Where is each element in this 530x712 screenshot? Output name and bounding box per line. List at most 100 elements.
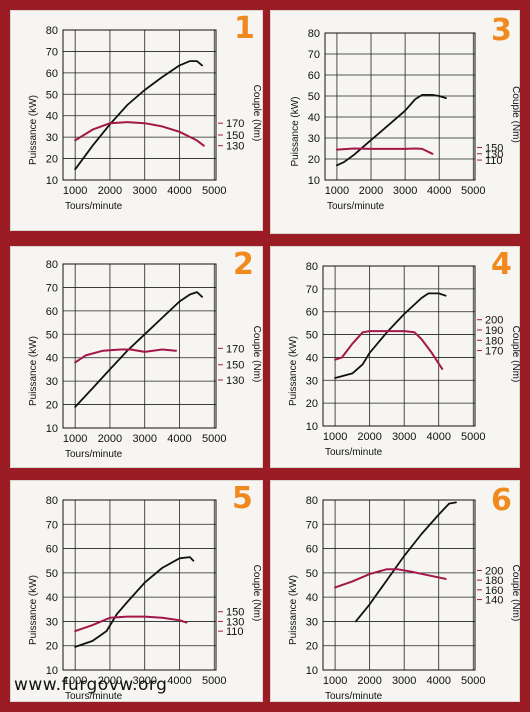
y-tick-label: 20	[308, 154, 320, 166]
y2-tick-label: 190	[485, 325, 503, 337]
x-tick-label: 4000	[167, 185, 191, 197]
y-tick-label: 50	[46, 329, 58, 341]
x-tick-label: 1000	[63, 675, 87, 687]
y-tick-label: 40	[46, 353, 58, 365]
y-tick-label: 30	[46, 376, 58, 388]
y-tick-label: 70	[308, 49, 320, 61]
chart-panel-1: 10 20 30 40 50 60 70 80 1000 2000 3000 4000 5000 Tour…	[10, 10, 263, 231]
chart-number-4: 4	[491, 247, 512, 282]
y-tick-label: 10	[306, 665, 318, 677]
power-curve	[74, 556, 195, 648]
x-tick-label: 2000	[357, 431, 381, 443]
x-tick-label: 1000	[63, 185, 87, 197]
y2-tick-label: 150	[226, 130, 244, 142]
y-tick-label: 50	[46, 89, 58, 101]
x-tick-label: 4000	[427, 185, 451, 197]
y-axis-label: Puissance (kW)	[290, 96, 301, 166]
y-tick-label: 50	[306, 330, 318, 342]
y2-tick-label: 180	[485, 575, 503, 587]
x-tick-label: 2000	[98, 433, 122, 445]
x-tick-label: 1000	[323, 675, 347, 687]
chart-svg-6: 10 20 30 40 50 60 70 80 1000 2000 3000 4000 5000 Tour…	[288, 495, 520, 702]
y-tick-label: 60	[306, 307, 318, 319]
y-tick-label: 60	[308, 70, 320, 82]
torque-curve	[335, 147, 434, 155]
x-tick-label: 3000	[392, 675, 416, 687]
y-tick-label: 20	[46, 641, 58, 653]
x-tick-label: 3000	[392, 431, 416, 443]
y-tick-label: 20	[306, 641, 318, 653]
torque-curve	[334, 568, 447, 589]
power-curve	[74, 60, 204, 171]
y-tick-label: 80	[306, 261, 318, 273]
x-tick-label: 3000	[132, 675, 156, 687]
y-tick-label: 60	[46, 68, 58, 80]
chart-panel-3: 10 20 30 40 50 60 70 80 1000 2000 3000 4000 5000 Tour…	[270, 10, 520, 234]
x-tick-label: 4000	[167, 433, 191, 445]
watermark: www.furgovw.org	[14, 675, 168, 695]
y-tick-label: 50	[306, 568, 318, 580]
y-axis-label: Puissance (kW)	[28, 336, 39, 406]
y-tick-label: 20	[306, 398, 318, 410]
y-axis-label: Puissance (kW)	[288, 575, 299, 645]
x-tick-label: 2000	[359, 185, 383, 197]
y-tick-label: 10	[46, 665, 58, 677]
y2-axis-label: Couple (Nm)	[251, 85, 262, 142]
plot-frame	[324, 32, 476, 181]
y-tick-label: 60	[46, 544, 58, 556]
plot-frame	[62, 29, 217, 181]
chart-panel-5: 10 20 30 40 50 60 70 80 1000 2000 3000 4000 5000 Tour…	[10, 480, 263, 702]
chart-number-6: 6	[491, 483, 512, 518]
y2-tick-label: 110	[226, 626, 244, 638]
chart-number-3: 3	[491, 13, 512, 48]
y2-tick-label: 150	[485, 142, 503, 154]
x-tick-label: 3000	[132, 433, 156, 445]
plot-frame	[322, 265, 476, 427]
y-tick-label: 10	[308, 175, 320, 187]
y2-tick-label: 130	[226, 375, 244, 387]
y-tick-label: 40	[46, 111, 58, 123]
plot-frame	[62, 263, 217, 429]
x-tick-label: 5000	[461, 675, 485, 687]
power-curve	[74, 291, 204, 408]
y-tick-label: 40	[308, 112, 320, 124]
chart-svg-3: 10 20 30 40 50 60 70 80 1000 2000 3000 4000 5000 Tour…	[290, 28, 520, 212]
x-tick-label: 1000	[323, 431, 347, 443]
chart-number-5: 5	[232, 481, 253, 516]
y-tick-label: 60	[306, 544, 318, 556]
y-tick-label: 10	[46, 175, 58, 187]
x-tick-label: 3000	[393, 185, 417, 197]
plot-frame	[322, 499, 476, 671]
x-tick-label: 5000	[461, 185, 485, 197]
y2-tick-label: 170	[226, 343, 244, 355]
x-tick-label: 5000	[202, 675, 226, 687]
x-tick-label: 2000	[98, 185, 122, 197]
x-tick-label: 1000	[63, 433, 87, 445]
y-tick-label: 70	[46, 282, 58, 294]
x-tick-label: 2000	[357, 675, 381, 687]
y2-axis-label: Couple (Nm)	[251, 326, 262, 383]
x-tick-label: 4000	[426, 675, 450, 687]
y2-tick-label: 150	[226, 607, 244, 619]
plot-frame	[62, 499, 217, 671]
y2-tick-label: 110	[485, 155, 503, 167]
y-tick-label: 70	[46, 46, 58, 58]
y-tick-label: 20	[46, 400, 58, 412]
y-tick-label: 40	[306, 352, 318, 364]
x-tick-label: 4000	[167, 675, 191, 687]
y2-tick-label: 130	[226, 616, 244, 628]
x-axis-label: Tours/minute	[65, 691, 123, 702]
power-curve	[334, 292, 447, 379]
y-tick-label: 50	[308, 91, 320, 103]
chart-panel-2: 10 20 30 40 50 60 70 80 1000 2000 3000 4000 5000 Tour…	[10, 246, 263, 468]
x-axis-label: Tours/minute	[325, 447, 383, 458]
x-tick-label: 4000	[426, 431, 450, 443]
y2-tick-label: 200	[485, 315, 503, 327]
y2-tick-label: 170	[226, 118, 244, 130]
torque-curve	[74, 348, 177, 364]
y-tick-label: 30	[46, 132, 58, 144]
chart-panel-6: 10 20 30 40 50 60 70 80 1000 2000 3000 4000 5000 Tour…	[270, 480, 520, 702]
chart-number-2: 2	[233, 247, 254, 282]
y-tick-label: 80	[308, 28, 320, 40]
x-tick-label: 5000	[202, 433, 226, 445]
